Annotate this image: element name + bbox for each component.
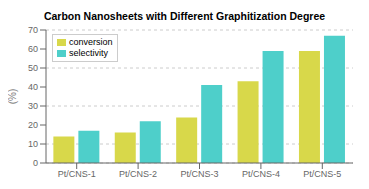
svg-text:Pt/CNS-1: Pt/CNS-1	[58, 169, 96, 179]
svg-text:Pt/CNS-4: Pt/CNS-4	[242, 169, 280, 179]
svg-text:70: 70	[28, 25, 38, 35]
svg-text:40: 40	[28, 82, 38, 92]
svg-text:0: 0	[33, 158, 38, 168]
svg-text:20: 20	[28, 120, 38, 130]
svg-text:Pt/CNS-5: Pt/CNS-5	[303, 169, 341, 179]
svg-text:30: 30	[28, 101, 38, 111]
svg-text:50: 50	[28, 63, 38, 73]
html-text:Carbon Nanosheets with Differe: Carbon Nanosheets with Different Graphit…	[43, 10, 326, 22]
html-text:conversion: conversion	[69, 37, 113, 47]
svg-text:Pt/CNS-3: Pt/CNS-3	[180, 169, 218, 179]
svg-text:Pt/CNS-2: Pt/CNS-2	[119, 169, 157, 179]
html-text:selectivity: selectivity	[69, 48, 108, 58]
svg-text:10: 10	[28, 139, 38, 149]
svg-text:(%): (%)	[8, 89, 18, 105]
svg-text:60: 60	[28, 44, 38, 54]
